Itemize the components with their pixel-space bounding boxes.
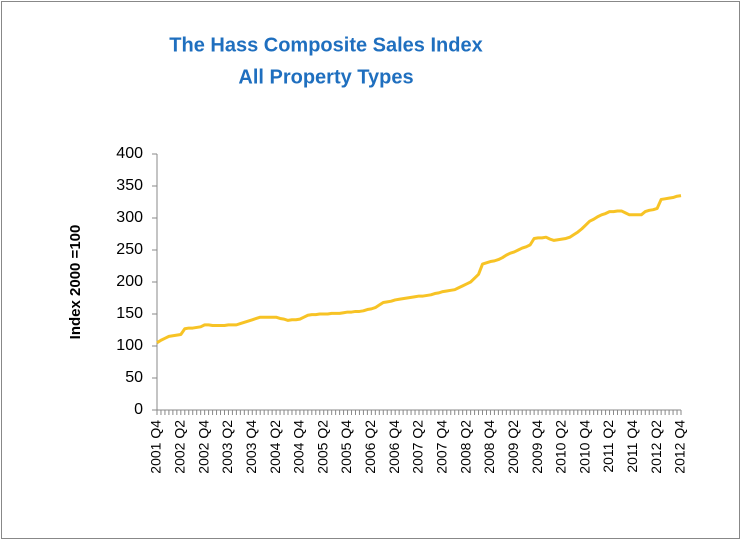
y-tick-label: 300 [116,209,143,226]
y-tick-label: 250 [116,241,143,258]
x-tick-label: 2012 Q2 [648,420,664,474]
y-tick-label: 150 [116,305,143,322]
x-tick-label: 2005 Q4 [338,420,354,474]
x-tick-label: 2002 Q2 [172,420,188,474]
x-tick-label: 2003 Q2 [219,420,235,474]
x-tick-label: 2006 Q2 [362,420,378,474]
x-tick-label: 2001 Q4 [148,420,164,474]
x-tick-label: 2004 Q4 [291,420,307,474]
y-tick-label: 100 [116,337,143,354]
y-tick-label: 400 [116,145,143,162]
x-tick-label: 2009 Q4 [529,420,545,474]
y-axis-label: Index 2000 =100 [67,225,84,340]
y-tick-label: 0 [134,401,143,418]
x-tick-label: 2005 Q2 [314,420,330,474]
x-tick-label: 2009 Q2 [505,420,521,474]
x-tick-label: 2008 Q2 [457,420,473,474]
x-tick-label: 2010 Q4 [576,420,592,474]
y-tick-label: 50 [125,369,143,386]
y-tick-label: 350 [116,177,143,194]
x-tick-label: 2012 Q4 [672,420,688,474]
x-tick-label: 2004 Q2 [267,420,283,474]
chart-title: The Hass Composite Sales Index [169,34,482,56]
x-tick-label: 2007 Q4 [434,420,450,474]
data-line [156,194,682,345]
x-tick-label: 2011 Q2 [600,420,616,473]
x-tick-label: 2011 Q4 [624,420,640,473]
x-tick-label: 2003 Q4 [243,420,259,474]
x-tick-label: 2007 Q2 [410,420,426,474]
x-tick-label: 2002 Q4 [195,420,211,474]
x-tick-label: 2008 Q4 [481,420,497,474]
x-tick-label: 2010 Q2 [553,420,569,474]
y-tick-label: 200 [116,273,143,290]
x-tick-label: 2006 Q4 [386,420,402,474]
chart-subtitle: All Property Types [238,66,413,88]
